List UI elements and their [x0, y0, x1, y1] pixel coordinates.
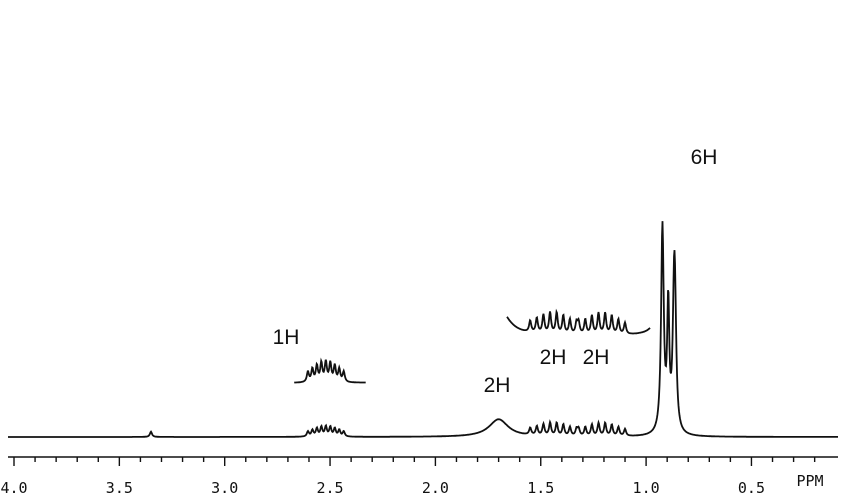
spectrum-trace [8, 221, 838, 438]
peak-label-2h-1-7: 2H [484, 374, 511, 397]
spectrum-layer [8, 221, 838, 438]
integration-insets [294, 308, 651, 384]
peak-label-6h-0-9: 6H [691, 146, 718, 169]
x-tick-label: 2.0 [422, 479, 449, 497]
x-axis-unit-label: PPM [796, 472, 823, 490]
x-tick-label: 3.5 [106, 479, 133, 497]
integration-inset-1 [294, 357, 366, 384]
peak-label-2h-1-44: 2H [540, 346, 567, 369]
x-tick-label: 3.0 [211, 479, 238, 497]
peak-label-1h-2-52: 1H [273, 326, 300, 349]
x-tick-label: 1.0 [633, 479, 660, 497]
peak-label-2h-1-21: 2H [583, 346, 610, 369]
integration-inset-2 [506, 308, 651, 335]
x-tick-label: 0.5 [738, 479, 765, 497]
peak-labels: 6H 2H 2H 2H 1H [273, 146, 718, 397]
x-axis: 4.0 3.5 3.0 2.5 2.0 1.5 1.0 0.5 [0, 456, 838, 497]
x-tick-label: 1.5 [527, 479, 554, 497]
x-tick-label: 4.0 [0, 479, 27, 497]
x-tick-label: 2.5 [317, 479, 344, 497]
